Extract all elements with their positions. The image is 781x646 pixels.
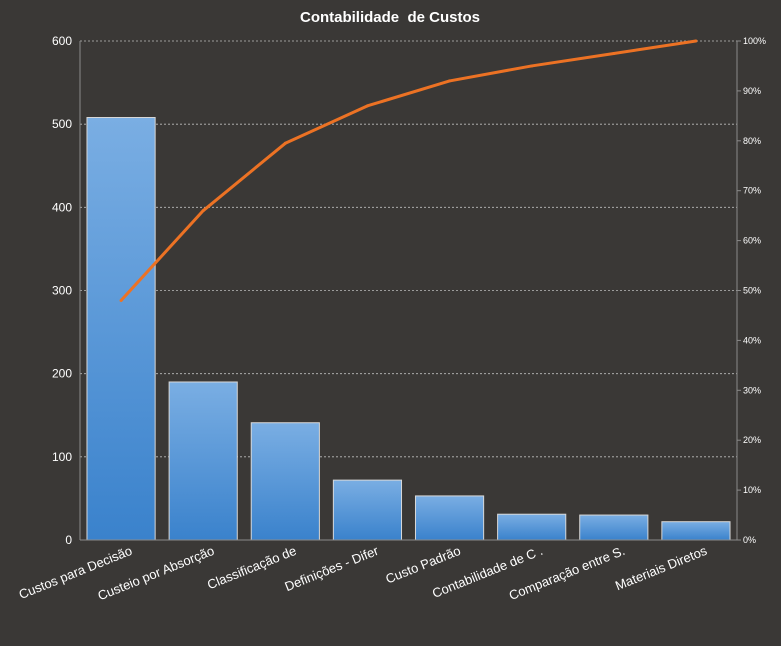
line-point [448, 79, 452, 83]
line-point [283, 141, 287, 145]
bar [661, 521, 731, 541]
chart-title: Contabilidade de Custos [300, 9, 480, 26]
y-axis-left: 0 100 200 300 400 500 600 [52, 34, 81, 547]
y-tick-label: 500 [52, 117, 72, 131]
line-point [530, 64, 534, 68]
y2-tick-label: 80% [743, 136, 761, 146]
line-point [365, 104, 369, 108]
bar [332, 479, 403, 541]
y2-tick-label: 30% [743, 385, 761, 395]
gridlines [80, 40, 737, 458]
line-point [694, 39, 698, 43]
y2-tick-label: 100% [743, 36, 766, 46]
bar [168, 381, 238, 541]
bar [497, 513, 567, 541]
y2-tick-label: 50% [743, 286, 761, 296]
cumulative-line-series [119, 39, 698, 302]
bar [86, 117, 156, 541]
y2-tick-label: 10% [743, 485, 761, 495]
y-tick-label: 400 [52, 200, 72, 214]
y2-tick-label: 40% [743, 335, 761, 345]
bar [414, 495, 485, 541]
y-tick-label: 0 [65, 533, 72, 547]
y-tick-label: 200 [52, 367, 72, 381]
x-tick-label: Materiais Diretos [613, 543, 710, 594]
y-tick-label: 600 [52, 34, 72, 48]
y2-tick-label: 20% [743, 435, 761, 445]
bar [250, 422, 320, 541]
y-tick-label: 300 [52, 284, 72, 298]
y2-tick-label: 70% [743, 186, 761, 196]
y2-tick-label: 0% [743, 535, 756, 545]
y2-tick-label: 90% [743, 86, 761, 96]
x-tick-label: Definições - Difer [282, 543, 381, 595]
line-point [612, 51, 616, 55]
line-point [119, 298, 123, 302]
y-axis-right: 0% 10% 20% 30% 40% 50% 60% 70% 80% 90% 100% [736, 36, 766, 545]
y2-tick-label: 60% [743, 236, 761, 246]
line-point [201, 209, 205, 213]
bar [579, 514, 649, 541]
bar-series [86, 117, 731, 541]
cumulative-line [119, 39, 697, 302]
y-tick-label: 100 [52, 450, 72, 464]
